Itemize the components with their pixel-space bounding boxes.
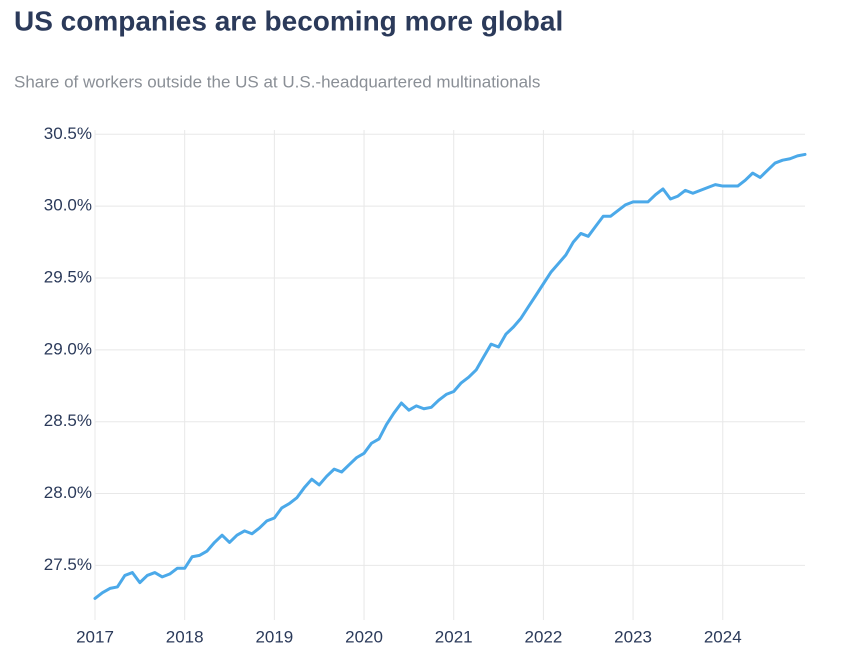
y-tick-label: 30.0%: [44, 196, 92, 215]
chart-title: US companies are becoming more global: [14, 5, 563, 36]
y-tick-label: 28.0%: [44, 483, 92, 502]
y-tick-label: 29.0%: [44, 339, 92, 358]
y-tick-label: 29.5%: [44, 267, 92, 286]
data-line: [93, 152, 807, 600]
x-tick-label: 2019: [255, 627, 293, 646]
x-tick-label: 2017: [76, 627, 114, 646]
x-tick-label: 2022: [524, 627, 562, 646]
x-tick-label: 2023: [614, 627, 652, 646]
y-tick-label: 28.5%: [44, 411, 92, 430]
y-tick-label: 30.5%: [44, 124, 92, 143]
x-tick-label: 2024: [704, 627, 742, 646]
chart-subtitle: Share of workers outside the US at U.S.-…: [14, 72, 540, 91]
y-tick-label: 27.5%: [44, 555, 92, 574]
x-tick-label: 2018: [166, 627, 204, 646]
x-tick-label: 2020: [345, 627, 383, 646]
x-tick-label: 2021: [435, 627, 473, 646]
